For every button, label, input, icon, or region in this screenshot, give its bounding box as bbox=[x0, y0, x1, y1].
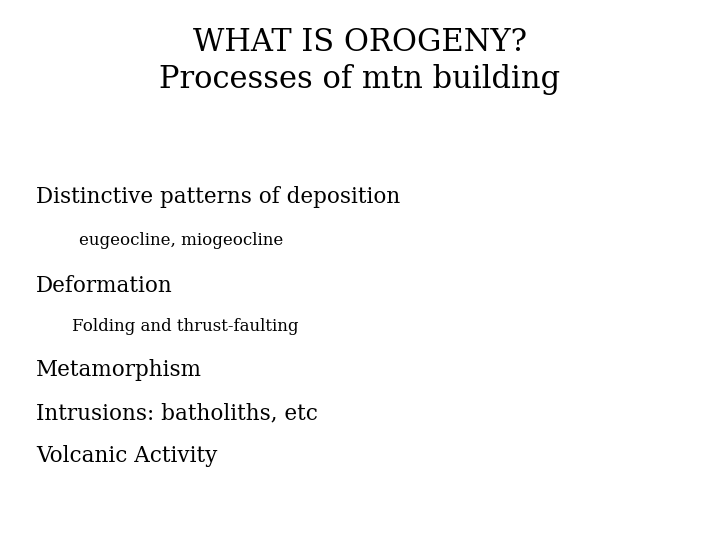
Text: Distinctive patterns of deposition: Distinctive patterns of deposition bbox=[36, 186, 400, 208]
Text: eugeocline, miogeocline: eugeocline, miogeocline bbox=[79, 232, 284, 249]
Text: Metamorphism: Metamorphism bbox=[36, 359, 202, 381]
Text: Intrusions: batholiths, etc: Intrusions: batholiths, etc bbox=[36, 402, 318, 424]
Text: Deformation: Deformation bbox=[36, 275, 173, 297]
Text: Folding and thrust-faulting: Folding and thrust-faulting bbox=[72, 318, 299, 335]
Text: WHAT IS OROGENY?
Processes of mtn building: WHAT IS OROGENY? Processes of mtn buildi… bbox=[159, 27, 561, 95]
Text: Volcanic Activity: Volcanic Activity bbox=[36, 446, 217, 467]
